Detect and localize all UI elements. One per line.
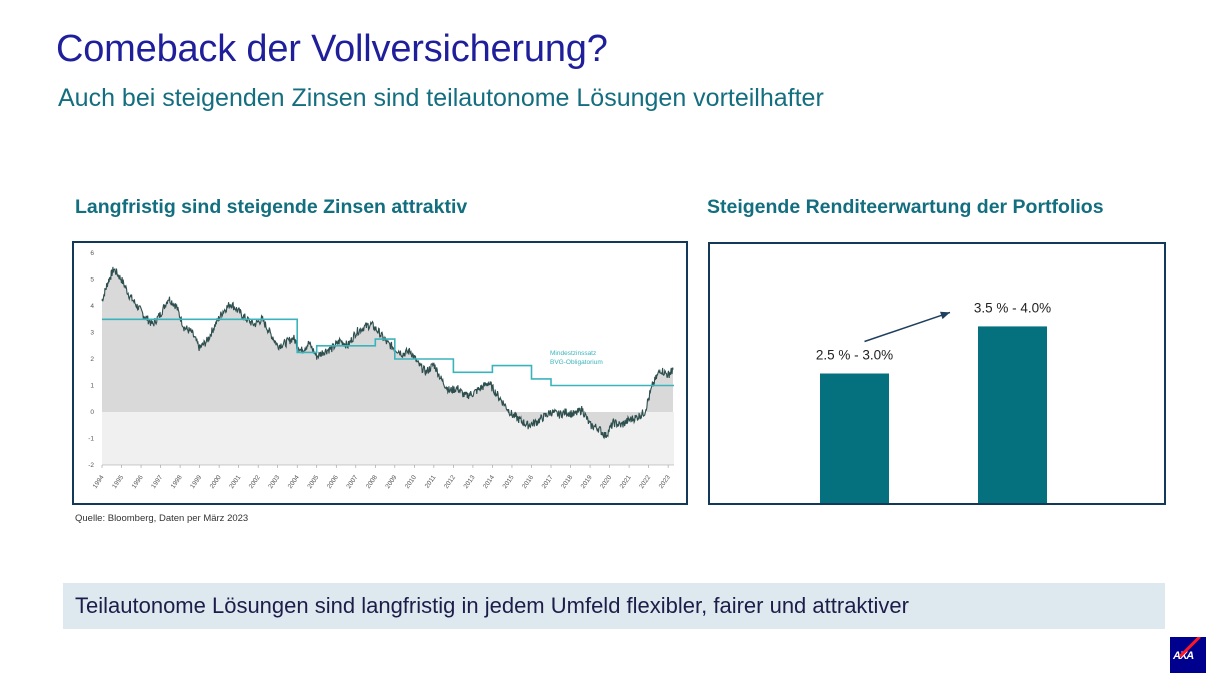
- x-tick-label: 2019: [580, 474, 594, 490]
- x-tick-label: 2015: [502, 474, 516, 490]
- return-bar: [820, 373, 889, 503]
- return-expectation-chart: 2.5 % - 3.0% 3.5 % - 4.0%: [816, 300, 1051, 503]
- x-tick-label: 2005: [306, 474, 320, 490]
- x-tick-label: 2016: [521, 474, 535, 490]
- bar-data-label: 2.5 % - 3.0%: [816, 348, 893, 363]
- increase-arrow-head: [940, 311, 950, 320]
- y-tick-label: 0: [90, 409, 94, 416]
- x-tick-label: 2006: [326, 474, 340, 490]
- page-subtitle: Auch bei steigenden Zinsen sind teilauto…: [58, 84, 824, 112]
- x-tick-label: 2002: [248, 474, 262, 490]
- x-tick-label: 2020: [599, 474, 613, 490]
- y-tick-label: 2: [90, 356, 94, 363]
- x-tick-label: 2021: [619, 474, 633, 490]
- y-tick-label: -2: [88, 462, 94, 469]
- x-tick-label: 1999: [189, 474, 203, 490]
- bar-data-label: 3.5 % - 4.0%: [974, 300, 1051, 315]
- x-tick-label: 2017: [541, 474, 555, 490]
- conclusion-text: Teilautonome Lösungen sind langfristig i…: [75, 593, 909, 618]
- interest-rate-chart: Mindestzinssatz BVG-Obligatorium -2 -1 0 1 2 3 4…: [88, 250, 674, 490]
- x-tick-label: 2013: [463, 474, 477, 490]
- return-bar: [978, 326, 1047, 503]
- axa-logo-text: AXA: [1173, 650, 1194, 662]
- page-title: Comeback der Vollversicherung?: [56, 28, 608, 70]
- minimum-rate-step-line: [102, 318, 674, 387]
- y-tick-label: 3: [90, 330, 94, 337]
- y-tick-label: 5: [90, 277, 94, 284]
- x-tick-label: 1994: [92, 474, 106, 490]
- x-tick-label: 2007: [345, 474, 359, 490]
- x-tick-label: 2001: [228, 474, 242, 490]
- y-tick-label: -1: [88, 436, 94, 443]
- x-tick-label: 2011: [424, 474, 438, 490]
- x-tick-label: 2022: [638, 474, 652, 490]
- y-tick-label: 1: [90, 383, 94, 390]
- chart-source-note: Quelle: Bloomberg, Daten per März 2023: [75, 513, 249, 524]
- negative-zone-band: [102, 412, 674, 465]
- x-tick-label: 2003: [267, 474, 281, 490]
- conclusion-banner: Teilautonome Lösungen sind langfristig i…: [63, 583, 1165, 629]
- right-chart-heading: Steigende Renditeerwartung der Portfolio…: [707, 196, 1104, 218]
- axa-logo: AXA: [1170, 637, 1206, 673]
- x-tick-label: 1995: [111, 474, 125, 490]
- x-tick-label: 1998: [170, 474, 184, 490]
- yield-line: [101, 266, 674, 440]
- y-tick-label: 6: [90, 250, 94, 257]
- yield-area: [102, 266, 674, 438]
- x-tick-label: 2018: [560, 474, 574, 490]
- min-rate-annotation-line2: BVG-Obligatorium: [550, 359, 603, 366]
- x-tick-label: 1996: [131, 474, 145, 490]
- interest-rate-chart-frame: Mindestzinssatz BVG-Obligatorium -2 -1 0 1 2 3 4…: [72, 241, 688, 505]
- x-tick-label: 2023: [658, 474, 672, 490]
- x-tick-label: 1997: [150, 474, 164, 490]
- x-tick-label: 2014: [482, 474, 496, 490]
- y-tick-label: 4: [90, 303, 94, 310]
- left-chart-heading: Langfristig sind steigende Zinsen attrak…: [75, 196, 468, 218]
- x-tick-label: 2004: [287, 474, 301, 490]
- increase-arrow-line: [864, 311, 951, 343]
- x-tick-label: 2009: [384, 474, 398, 490]
- x-tick-label: 2012: [443, 474, 457, 490]
- min-rate-annotation-line1: Mindestzinssatz: [550, 350, 596, 357]
- return-expectation-chart-frame: 2.5 % - 3.0% 3.5 % - 4.0%: [708, 242, 1166, 505]
- x-tick-label: 2000: [209, 474, 223, 490]
- x-tick-label: 2008: [365, 474, 379, 490]
- x-tick-label: 2010: [404, 474, 418, 490]
